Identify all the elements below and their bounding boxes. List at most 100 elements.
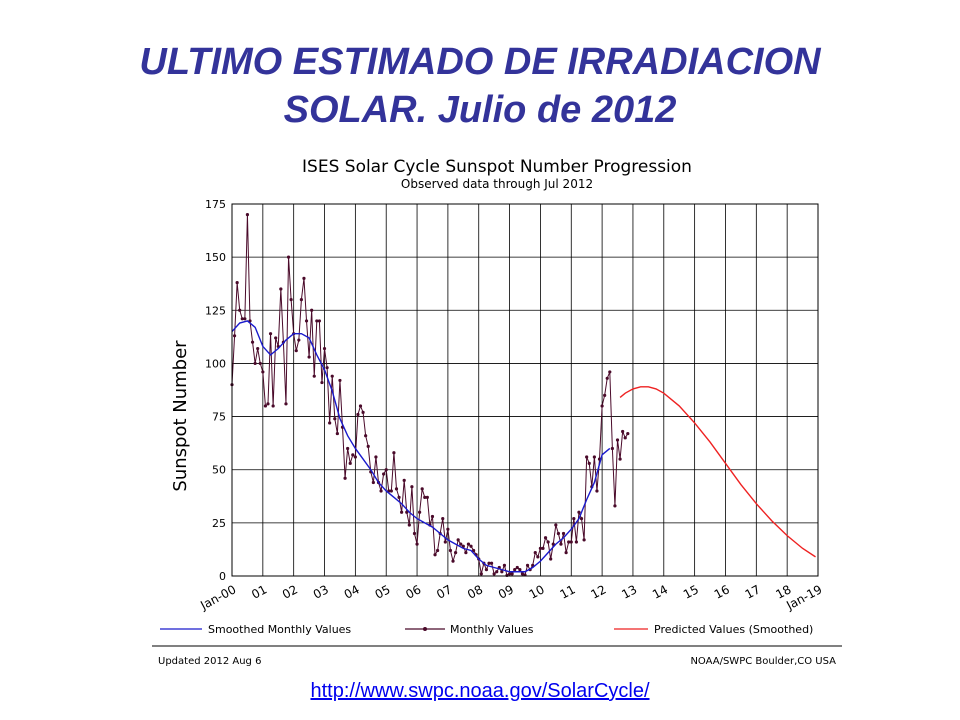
legend-monthly-label: Monthly Values [450, 623, 534, 636]
monthly-value-point [261, 370, 265, 374]
chart-subtitle: Observed data through Jul 2012 [401, 177, 593, 191]
x-tick-label: 10 [527, 582, 547, 602]
monthly-value-point [559, 542, 563, 546]
y-tick-labels: 0 25 50 75 100 125 150 175 [205, 198, 226, 583]
source-link[interactable]: http://www.swpc.noaa.gov/SolarCycle/ [310, 680, 650, 702]
y-axis-label: Sunspot Number [170, 340, 191, 492]
monthly-value-point [587, 461, 591, 465]
y-tick-label: 100 [205, 357, 226, 370]
monthly-value-point [346, 446, 350, 451]
monthly-value-point [284, 402, 288, 406]
slide-title: ULTIMO ESTIMADO DE IRRADIACION SOLAR. Ju… [0, 38, 960, 134]
monthly-value-point [310, 308, 314, 312]
y-tick-label: 75 [212, 411, 226, 424]
x-tick-label: 07 [434, 582, 454, 602]
monthly-value-point [330, 374, 334, 378]
monthly-value-point [397, 495, 401, 499]
monthly-value-point [250, 340, 255, 344]
monthly-value-point [546, 540, 550, 544]
monthly-value-point [605, 376, 609, 380]
monthly-value-point [603, 393, 607, 397]
monthly-value-point [266, 402, 270, 406]
monthly-value-point [453, 551, 458, 555]
monthly-value-point [256, 346, 260, 351]
monthly-value-point [302, 276, 306, 280]
monthly-value-point [551, 542, 555, 546]
monthly-value-point [510, 572, 514, 576]
monthly-value-point [446, 527, 450, 531]
slide-title-line1: ULTIMO ESTIMADO DE IRRADIACION [139, 41, 821, 83]
y-tick-label: 50 [212, 464, 226, 477]
monthly-value-point [423, 495, 427, 499]
monthly-value-point [495, 570, 499, 574]
monthly-value-point [400, 510, 404, 514]
monthly-value-point [600, 404, 604, 408]
monthly-value-point [271, 404, 275, 408]
monthly-value-point [549, 557, 553, 561]
monthly-value-point [487, 561, 491, 565]
x-tick-label: 09 [496, 582, 516, 602]
monthly-value-point [574, 540, 578, 544]
y-tick-label: 175 [205, 198, 226, 211]
monthly-value-point [374, 455, 378, 459]
y-tick-label: 125 [205, 304, 226, 317]
monthly-value-point [518, 568, 522, 572]
smoothed-values-line [231, 320, 611, 573]
monthly-value-point [585, 455, 589, 459]
chart-footer-updated: Updated 2012 Aug 6 [158, 656, 261, 667]
x-tick-label: 06 [403, 582, 423, 602]
monthly-value-point [361, 410, 365, 414]
legend-predicted-label: Predicted Values (Smoothed) [654, 623, 813, 636]
monthly-value-point [317, 319, 321, 323]
monthly-value-point [515, 565, 519, 570]
monthly-value-point [394, 487, 399, 491]
monthly-value-point [451, 559, 455, 563]
x-tick-label: 08 [465, 582, 485, 602]
monthly-value-point [356, 412, 360, 417]
chart-footer-source: NOAA/SWPC Boulder,CO USA [690, 656, 836, 667]
monthly-value-point [384, 468, 388, 472]
x-tick-label: 14 [650, 582, 670, 602]
x-tick-label: 12 [588, 582, 608, 602]
chart-series [230, 213, 816, 577]
monthly-value-point [425, 495, 429, 499]
chart-legend: Smoothed Monthly Values Monthly Values P… [160, 623, 813, 636]
monthly-value-point [418, 510, 422, 514]
monthly-value-point [610, 446, 614, 451]
monthly-value-point [245, 213, 250, 217]
monthly-value-point [312, 374, 316, 378]
monthly-value-point [554, 523, 558, 527]
x-tick-labels: Jan-00 01 02 03 04 05 06 07 08 09 10 11 12 13 14 15 16 17… [197, 582, 824, 613]
monthly-value-point [541, 546, 545, 550]
monthly-value-point [263, 404, 268, 408]
monthly-value-point [297, 338, 301, 342]
monthly-value-point [533, 551, 537, 555]
monthly-value-point [479, 572, 483, 576]
monthly-value-point [351, 453, 355, 457]
x-tick-label: 03 [311, 582, 331, 602]
x-tick-label: 01 [249, 582, 269, 602]
monthly-value-point [379, 489, 383, 493]
monthly-value-point [595, 489, 599, 493]
sunspot-chart: ISES Solar Cycle Sunspot Number Progress… [152, 148, 842, 674]
monthly-value-point [382, 472, 386, 476]
monthly-value-point [513, 568, 517, 572]
monthly-value-point [279, 287, 283, 291]
x-tick-label: 05 [373, 582, 393, 602]
y-tick-label: 150 [205, 251, 226, 264]
legend-monthly-marker [423, 627, 427, 631]
predicted-values-line [619, 386, 816, 558]
monthly-value-point [243, 317, 247, 321]
x-tick-label: Jan-00 [197, 582, 238, 613]
monthly-value-point [307, 355, 311, 359]
monthly-value-point [502, 563, 507, 567]
monthly-value-point [613, 504, 617, 508]
monthly-value-point [433, 553, 437, 557]
monthly-value-point [569, 540, 573, 544]
legend-smoothed-label: Smoothed Monthly Values [208, 623, 351, 636]
monthly-value-point [253, 361, 257, 366]
monthly-value-point [561, 531, 566, 536]
monthly-value-point [294, 349, 298, 353]
monthly-value-point [618, 457, 622, 461]
monthly-value-point [348, 461, 352, 465]
